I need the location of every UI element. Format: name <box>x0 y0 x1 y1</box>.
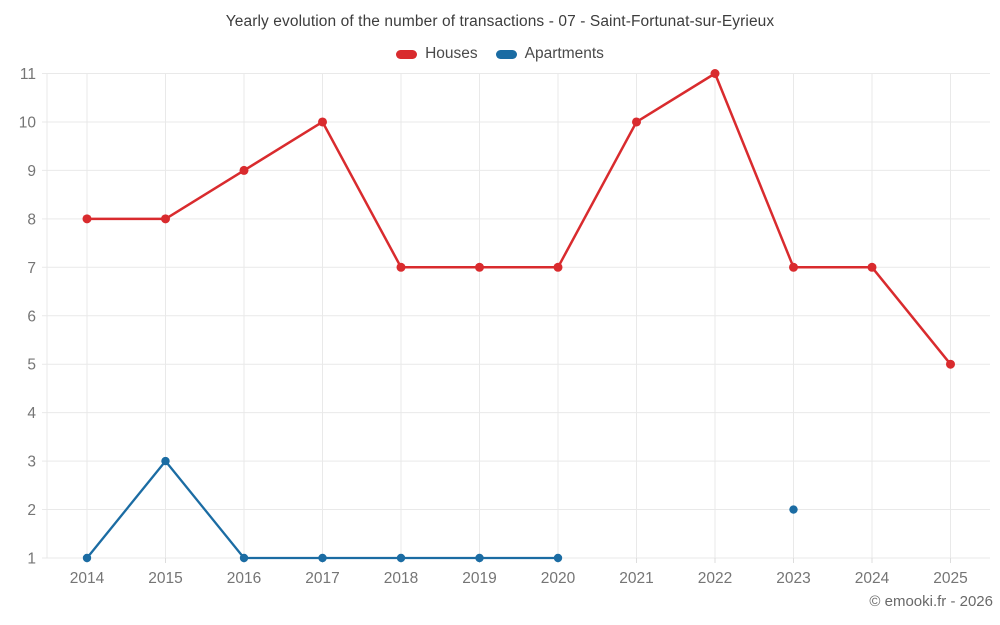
x-axis-tick-label: 2023 <box>776 570 810 587</box>
x-axis-tick-label: 2020 <box>541 570 576 587</box>
houses-point[interactable] <box>946 359 955 369</box>
y-axis-tick-label: 5 <box>27 357 36 374</box>
apartments-series <box>82 456 798 563</box>
apartments-point[interactable] <box>475 553 484 563</box>
x-axis-tick-label: 2018 <box>384 570 418 587</box>
apartments-point[interactable] <box>789 505 798 514</box>
apartments-point[interactable] <box>396 553 406 563</box>
legend-item-apartments[interactable]: Apartments <box>495 45 604 63</box>
houses-point[interactable] <box>867 262 877 272</box>
apartments-point[interactable] <box>318 553 327 563</box>
y-axis-tick-label: 6 <box>27 308 36 325</box>
houses-point[interactable] <box>710 69 720 78</box>
legend: Houses Apartments <box>0 45 1000 63</box>
legend-item-houses[interactable]: Houses <box>396 45 478 63</box>
x-axis-tick-label: 2022 <box>698 570 732 587</box>
y-axis-tick-label: 10 <box>19 114 37 131</box>
x-axis-tick-label: 2015 <box>148 570 182 587</box>
houses-series <box>82 69 955 369</box>
houses-point[interactable] <box>789 262 798 272</box>
y-axis-tick-label: 4 <box>27 405 36 422</box>
apartments-series-swatch-icon <box>495 49 517 59</box>
x-axis-tick-label: 2017 <box>305 570 339 587</box>
gridlines <box>42 73 990 563</box>
x-axis-tick-label: 2014 <box>70 570 105 587</box>
axis-labels: 1 2 3 4 5 6 7 8 9 10 11 2014 2015 2016 2017 2018 2019 202… <box>19 66 968 587</box>
apartments-point[interactable] <box>161 456 170 466</box>
legend-label-apartments: Apartments <box>524 45 604 62</box>
houses-point[interactable] <box>632 117 641 127</box>
houses-point[interactable] <box>239 165 249 175</box>
watermark: © emooki.fr - 2026 <box>869 593 993 610</box>
apartments-point[interactable] <box>82 553 92 563</box>
houses-line <box>85 72 952 366</box>
y-axis-tick-label: 7 <box>27 260 36 277</box>
x-axis-tick-label: 2025 <box>933 570 967 587</box>
houses-point[interactable] <box>318 117 327 127</box>
y-axis-tick-label: 3 <box>27 454 36 471</box>
houses-point[interactable] <box>82 214 92 224</box>
houses-point[interactable] <box>161 214 170 224</box>
y-axis-tick-label: 1 <box>27 551 36 568</box>
y-axis-tick-label: 8 <box>27 211 36 228</box>
legend-label-houses: Houses <box>425 45 478 62</box>
houses-series-swatch-icon <box>396 49 418 59</box>
y-axis-tick-label: 9 <box>27 163 36 180</box>
x-axis-tick-label: 2019 <box>462 570 496 587</box>
y-axis-tick-label: 2 <box>27 502 36 519</box>
apartments-point[interactable] <box>239 553 249 563</box>
y-axis-tick-label: 11 <box>20 66 36 83</box>
x-axis-tick-label: 2016 <box>227 570 261 587</box>
houses-point[interactable] <box>553 262 563 272</box>
x-axis-tick-label: 2024 <box>855 570 890 587</box>
houses-point[interactable] <box>475 262 484 272</box>
chart-title: Yearly evolution of the number of transa… <box>225 13 775 30</box>
apartments-point[interactable] <box>553 553 563 563</box>
x-axis-tick-label: 2021 <box>619 570 653 587</box>
houses-point[interactable] <box>396 262 406 272</box>
